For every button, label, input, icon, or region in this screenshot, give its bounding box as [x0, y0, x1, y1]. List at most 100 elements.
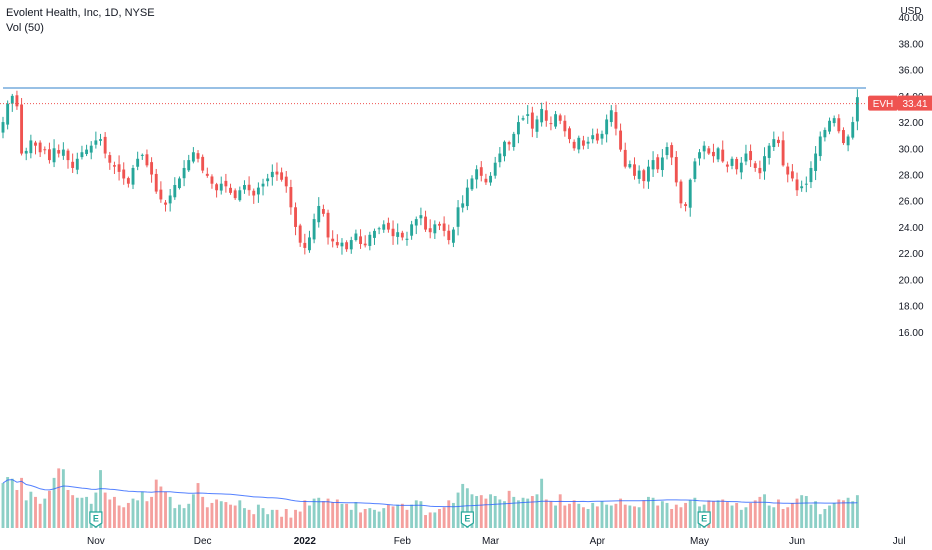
price-axis: USD52.0050.0048.0046.0044.0042.0040.0038…	[866, 0, 932, 550]
candle-body	[688, 179, 692, 208]
candle	[512, 131, 516, 151]
candle	[851, 116, 855, 140]
candle-body	[549, 123, 553, 125]
candle-body	[595, 133, 599, 141]
volume-bar	[20, 477, 24, 528]
candle	[777, 136, 780, 147]
candle-body	[178, 178, 181, 189]
candle-body	[451, 229, 455, 243]
volume-bar	[846, 497, 850, 528]
volume-bar	[233, 505, 237, 528]
candle	[484, 173, 488, 185]
candle	[168, 188, 172, 212]
volume-bar	[331, 502, 335, 528]
candle	[205, 167, 209, 178]
volume-bar	[712, 501, 715, 528]
candle-body	[140, 154, 144, 156]
candle-body	[201, 156, 205, 171]
candle	[154, 168, 158, 194]
y-tick-label: 16.00	[898, 328, 923, 339]
candle	[605, 114, 609, 143]
candle	[298, 223, 302, 247]
candle	[558, 113, 562, 125]
volume-bar	[391, 506, 395, 528]
candle-body	[660, 157, 664, 171]
candle	[642, 168, 646, 189]
volume-bar	[252, 514, 256, 528]
volume-bar	[173, 508, 177, 528]
candle	[749, 144, 753, 167]
candle	[94, 131, 98, 149]
volume-bar	[800, 495, 804, 528]
volume-bar	[451, 502, 455, 528]
candle	[823, 127, 827, 142]
candle	[758, 160, 762, 180]
candle-body	[456, 207, 460, 227]
candle	[544, 101, 548, 127]
candle	[707, 145, 711, 155]
candle-body	[405, 238, 409, 240]
candle-body	[428, 228, 432, 233]
candle-body	[196, 153, 200, 159]
volume-bar	[498, 499, 502, 528]
candle	[679, 179, 683, 209]
candle	[842, 127, 845, 145]
candle-body	[6, 103, 10, 125]
candle	[814, 146, 818, 181]
volume-bar	[568, 503, 571, 528]
candle-body	[730, 158, 734, 166]
candle	[837, 114, 841, 134]
candle	[224, 173, 228, 193]
x-tick-label: Feb	[394, 536, 412, 547]
candle	[391, 220, 395, 245]
volume-bar	[66, 489, 70, 528]
volume-bar	[191, 494, 195, 528]
candle-body	[516, 122, 520, 135]
x-tick-label: Dec	[194, 536, 212, 547]
candle-body	[238, 190, 242, 201]
candle-body	[433, 224, 437, 234]
volume-bar	[52, 477, 56, 528]
volume-bar	[684, 502, 688, 528]
candle-body	[243, 185, 246, 190]
candle	[61, 142, 65, 160]
volume-bar	[419, 501, 423, 528]
volume-bar	[280, 516, 284, 528]
candle	[117, 155, 121, 181]
candle	[210, 174, 214, 189]
candle	[767, 142, 771, 165]
volume-bar	[512, 496, 516, 528]
candle	[646, 159, 650, 189]
volume-bar	[424, 515, 427, 528]
volume-bar	[10, 478, 14, 528]
candle-body	[855, 97, 859, 122]
volume-bar	[823, 508, 827, 528]
candle	[809, 161, 813, 189]
candle-body	[382, 224, 386, 230]
y-tick-label: 18.00	[898, 302, 923, 313]
volume-bar	[586, 508, 590, 528]
y-tick-label: 36.00	[898, 66, 923, 77]
candle-body	[224, 180, 228, 187]
candle	[345, 240, 349, 252]
volume-bar	[470, 494, 474, 528]
candle	[24, 147, 28, 161]
volume-bar	[693, 497, 697, 528]
candle	[321, 204, 325, 217]
candle-body	[609, 110, 613, 123]
volume-bar	[368, 508, 372, 528]
candle-body	[753, 163, 757, 168]
volume-bar	[479, 495, 483, 528]
candle-body	[804, 183, 808, 185]
candle-body	[173, 185, 177, 198]
earnings-marker-shape	[460, 511, 474, 528]
volume-bar	[493, 496, 497, 528]
candle	[832, 115, 836, 127]
volume-bar	[549, 501, 553, 528]
candle-body	[414, 219, 418, 226]
candle	[721, 140, 725, 163]
candle-body	[29, 140, 33, 154]
candle-body	[767, 145, 771, 158]
time-axis: Nov Dec 2022 Feb Mar Apr May Jun Jul	[0, 528, 932, 550]
